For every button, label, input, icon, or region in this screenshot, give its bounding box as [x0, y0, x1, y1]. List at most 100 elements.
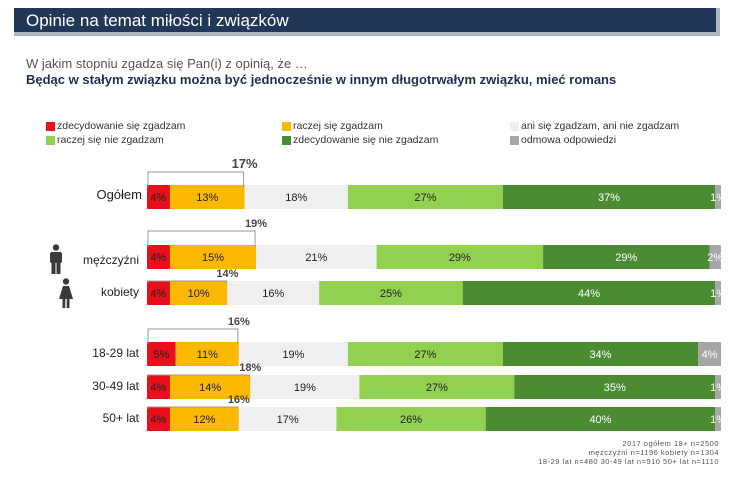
bar-segment — [147, 245, 170, 269]
bar-value-label: 35% — [604, 382, 626, 394]
agree-total-label: 14% — [216, 268, 238, 280]
row-label-kobiety: kobiety — [100, 285, 139, 299]
bar-segment — [147, 342, 176, 366]
bar-value-label: 27% — [426, 382, 448, 394]
bar-segment — [175, 342, 239, 366]
legend-label: raczej się zgadzam — [293, 120, 383, 132]
agree-bracket — [147, 171, 245, 187]
legend-item: raczej się nie zgadzam — [46, 134, 164, 146]
agree-bracket — [147, 406, 239, 409]
bar-segment — [147, 281, 170, 305]
bar-segment — [502, 342, 699, 366]
bar-segment — [147, 185, 170, 209]
bar-value-label: 10% — [188, 288, 210, 300]
bar-segment — [238, 342, 348, 366]
stacked-bar-chart: 4% 13% 18% 27% 37% 1% 17% 4% 15% 21% 29% 29% 2% 19% 4%… — [147, 156, 726, 431]
page-title: Opinie na temat miłości i związków — [26, 11, 289, 30]
bar-value-label: 26% — [400, 414, 422, 426]
bar-value-label: 19% — [294, 382, 316, 394]
legend-swatch — [282, 121, 291, 131]
bar-value-label: 11% — [197, 349, 218, 361]
legend-item: raczej się zgadzam — [282, 120, 383, 132]
bar-segment — [502, 185, 716, 209]
bar-value-label: 25% — [380, 288, 402, 300]
agree-total-label: 18% — [239, 362, 261, 374]
source-line: 2017 ogółem 18+ n=2500 — [622, 439, 719, 448]
bar-value-label: 4% — [151, 192, 167, 204]
legend-label: zdecydowanie się zgadzam — [57, 120, 186, 132]
bar-value-label: 15% — [202, 252, 224, 264]
bar-value-label: 4% — [151, 252, 167, 264]
bar-segment — [715, 407, 721, 431]
bar-segment — [227, 281, 320, 305]
legend-label: raczej się nie zgadzam — [57, 134, 164, 146]
bar-value-label: 34% — [589, 349, 611, 361]
bar-segment — [715, 375, 721, 399]
statement-text: Będąc w stałym związku można być jednocz… — [26, 72, 617, 87]
bar-value-label: 4% — [151, 414, 167, 426]
legend-item: odmowa odpowiedzi — [510, 134, 616, 146]
row-label-50plus: 50+ lat — [102, 411, 139, 425]
agree-bracket — [147, 374, 250, 377]
legend-swatch — [510, 135, 519, 145]
bar-segment — [698, 342, 721, 366]
bar-segment — [147, 407, 170, 431]
bar-segment — [319, 281, 463, 305]
bar-segment — [485, 407, 716, 431]
bar-value-label: 18% — [285, 192, 307, 204]
bar-segment — [169, 245, 257, 269]
bar-value-label: 21% — [305, 252, 327, 264]
bar-segment — [359, 375, 515, 399]
legend-label: zdecydowanie się nie zgadzam — [293, 134, 439, 146]
female-person-icon — [59, 278, 73, 308]
legend-item: zdecydowanie się zgadzam — [46, 120, 185, 132]
bar-value-label: 2% — [707, 252, 723, 264]
bar-value-label: 4% — [151, 288, 167, 300]
bar-value-label: 5% — [153, 349, 169, 361]
bar-value-label: 1% — [710, 288, 726, 300]
bar-value-label: 40% — [589, 414, 611, 426]
row-label-30-49: 30-49 lat — [92, 379, 139, 393]
bar-segment — [147, 375, 170, 399]
bar-value-label: 29% — [449, 252, 471, 264]
row-label-18-29: 18-29 lat — [92, 346, 139, 360]
agree-total-label: 16% — [228, 394, 250, 406]
bar-segment — [238, 407, 337, 431]
bar-value-label: 19% — [282, 349, 304, 361]
source-line: mężczyźni n=1196 kobiety n=1304 — [588, 448, 719, 457]
bar-value-label: 1% — [710, 414, 726, 426]
legend-item: zdecydowanie się nie zgadzam — [282, 134, 438, 146]
bar-segment — [250, 375, 360, 399]
bar-segment — [715, 185, 721, 209]
legend-item: ani się zgadzam, ani nie zgadzam — [510, 120, 679, 132]
bar-segment — [376, 245, 544, 269]
bar-value-label: 1% — [710, 192, 726, 204]
agree-bracket — [147, 280, 227, 283]
bar-segment — [514, 375, 716, 399]
bar-segment — [169, 407, 239, 431]
bar-value-label: 17% — [277, 414, 299, 426]
header-bar: Opinie na temat miłości i związków — [14, 8, 720, 36]
bar-value-label: 12% — [193, 414, 215, 426]
row-label-ogolem: Ogółem — [96, 187, 142, 202]
legend-label: odmowa odpowiedzi — [521, 134, 617, 146]
question-text: W jakim stopniu zgadza się Pan(i) z opin… — [26, 56, 308, 71]
bar-value-label: 16% — [262, 288, 284, 300]
bar-value-label: 1% — [710, 382, 726, 394]
sources-note: 2017 ogółem 18+ n=2500 mężczyźni n=1196 … — [538, 439, 719, 466]
bar-value-label: 4% — [702, 349, 718, 361]
agree-bracket — [147, 230, 256, 247]
agree-bracket — [147, 328, 239, 344]
legend-swatch — [510, 121, 519, 131]
agree-total-label: 19% — [245, 218, 267, 230]
legend-swatch — [46, 135, 55, 145]
male-person-icon — [50, 244, 62, 274]
bar-segment — [169, 281, 228, 305]
bar-segment — [462, 281, 716, 305]
legend-label: ani się zgadzam, ani nie zgadzam — [521, 120, 680, 132]
agree-total-label: 17% — [232, 156, 258, 171]
bar-value-label: 27% — [414, 349, 436, 361]
bar-value-label: 14% — [199, 382, 221, 394]
bar-segment — [169, 185, 245, 209]
bar-segment — [244, 185, 348, 209]
